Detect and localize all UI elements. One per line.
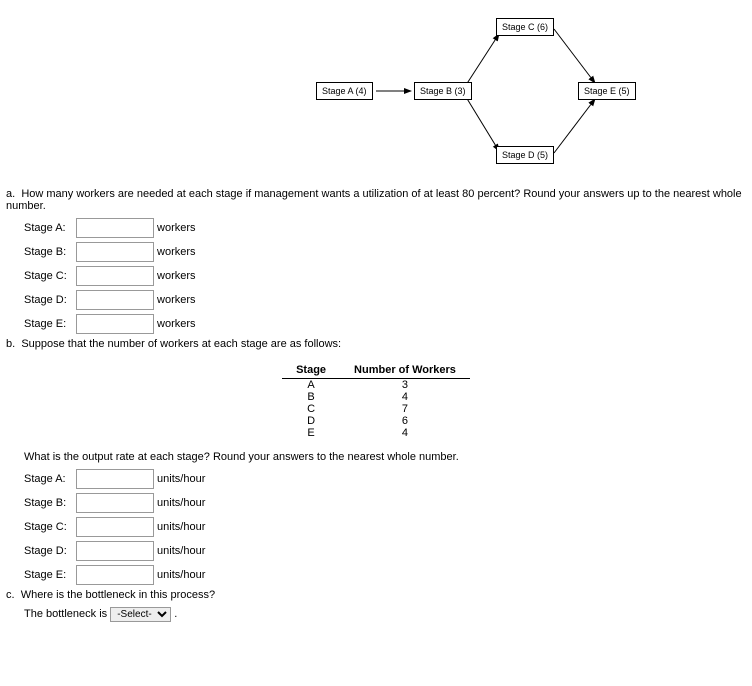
table-row: E4: [282, 427, 470, 439]
workers-unit-1: workers: [154, 246, 196, 258]
table-row: A3: [282, 379, 470, 392]
node-stage-d: Stage D (5): [496, 146, 554, 164]
cell-workers: 4: [340, 391, 470, 403]
workers-label-0: Stage A:: [24, 222, 76, 234]
cell-workers: 3: [340, 379, 470, 392]
question-b-sub: What is the output rate at each stage? R…: [24, 451, 459, 463]
workers-label-3: Stage D:: [24, 294, 76, 306]
output-unit-1: units/hour: [154, 497, 205, 509]
output-label-0: Stage A:: [24, 473, 76, 485]
output-input-1[interactable]: [76, 493, 154, 513]
workers-label-4: Stage E:: [24, 318, 76, 330]
table-row: B4: [282, 391, 470, 403]
output-unit-0: units/hour: [154, 473, 205, 485]
question-a-text: How many workers are needed at each stag…: [6, 188, 742, 212]
output-label-4: Stage E:: [24, 569, 76, 581]
output-unit-2: units/hour: [154, 521, 205, 533]
output-unit-3: units/hour: [154, 545, 205, 557]
output-unit-4: units/hour: [154, 569, 205, 581]
node-stage-b: Stage B (3): [414, 82, 472, 100]
prefix-a: a.: [6, 188, 15, 200]
table-row: C7: [282, 403, 470, 415]
cell-stage: D: [282, 415, 340, 427]
output-input-2[interactable]: [76, 517, 154, 537]
process-diagram: Stage A (4) Stage B (3) Stage C (6) Stage D…: [306, 6, 646, 186]
workers-input-0[interactable]: [76, 218, 154, 238]
workers-label-1: Stage B:: [24, 246, 76, 258]
question-c-text: Where is the bottleneck in this process?: [21, 589, 215, 601]
prefix-b: b.: [6, 338, 15, 350]
workers-label-2: Stage C:: [24, 270, 76, 282]
output-input-0[interactable]: [76, 469, 154, 489]
workers-input-4[interactable]: [76, 314, 154, 334]
cell-stage: C: [282, 403, 340, 415]
question-b-text: Suppose that the number of workers at ea…: [21, 338, 341, 350]
cell-stage: A: [282, 379, 340, 392]
output-label-3: Stage D:: [24, 545, 76, 557]
workers-input-1[interactable]: [76, 242, 154, 262]
output-label-1: Stage B:: [24, 497, 76, 509]
bottleneck-select[interactable]: -Select-: [110, 607, 171, 622]
output-input-4[interactable]: [76, 565, 154, 585]
cell-stage: B: [282, 391, 340, 403]
table-col-stage: Stage: [282, 362, 340, 379]
workers-unit-3: workers: [154, 294, 196, 306]
workers-input-3[interactable]: [76, 290, 154, 310]
answer-prefix: The bottleneck is: [24, 608, 107, 620]
workers-unit-4: workers: [154, 318, 196, 330]
cell-workers: 6: [340, 415, 470, 427]
period: .: [174, 608, 177, 620]
workers-table: Stage Number of Workers A3B4C7D6E4: [282, 362, 470, 439]
workers-unit-0: workers: [154, 222, 196, 234]
table-row: D6: [282, 415, 470, 427]
cell-workers: 4: [340, 427, 470, 439]
cell-stage: E: [282, 427, 340, 439]
output-input-3[interactable]: [76, 541, 154, 561]
table-col-workers: Number of Workers: [340, 362, 470, 379]
workers-input-2[interactable]: [76, 266, 154, 286]
node-stage-c: Stage C (6): [496, 18, 554, 36]
node-stage-e: Stage E (5): [578, 82, 636, 100]
prefix-c: c.: [6, 589, 15, 601]
workers-unit-2: workers: [154, 270, 196, 282]
node-stage-a: Stage A (4): [316, 82, 373, 100]
cell-workers: 7: [340, 403, 470, 415]
output-label-2: Stage C:: [24, 521, 76, 533]
